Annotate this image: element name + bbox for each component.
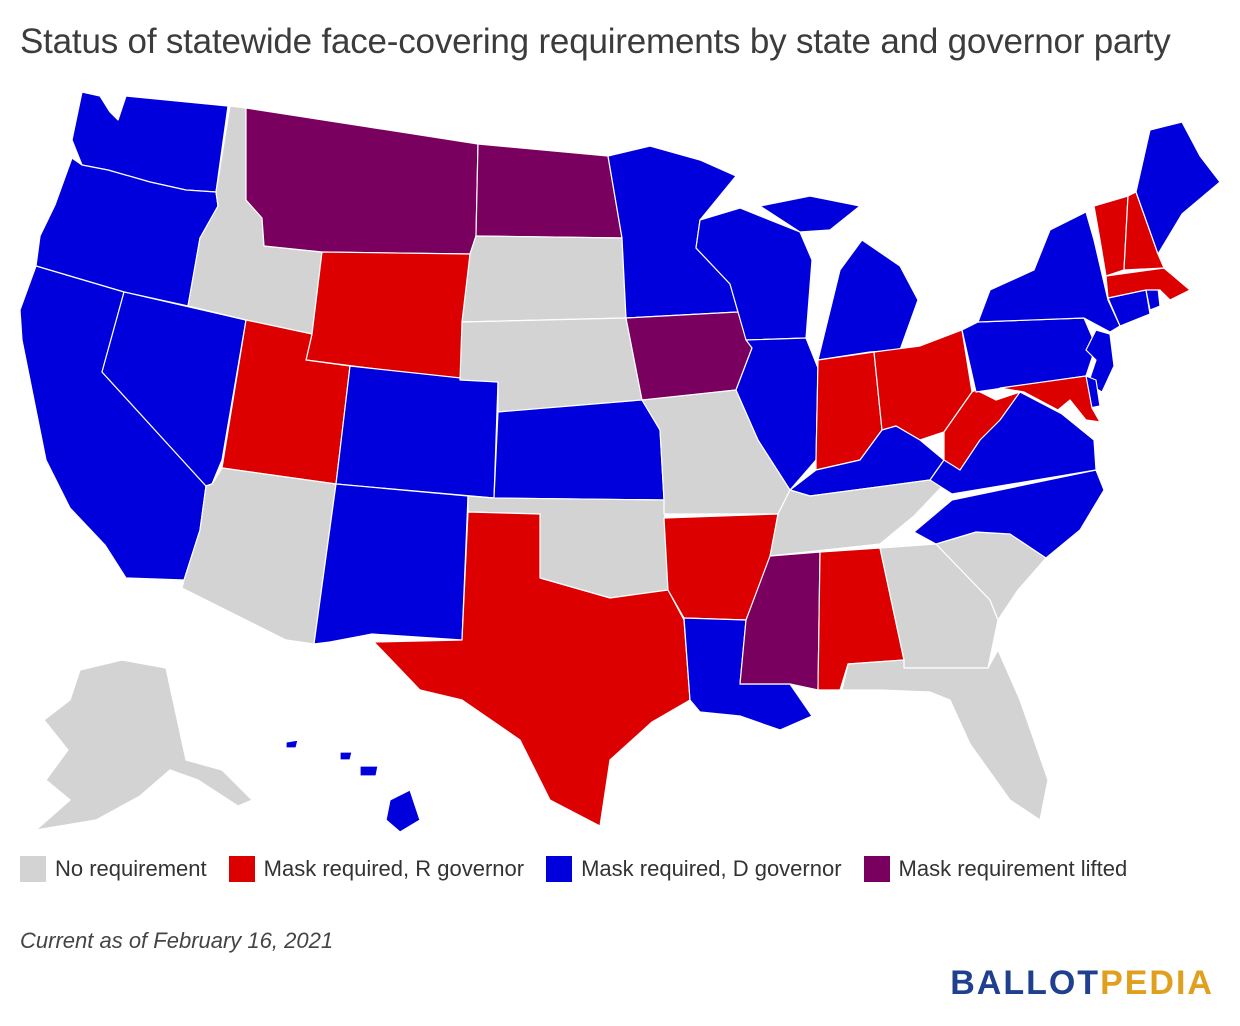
legend-item-mask-required-r: Mask required, R governor	[228, 856, 525, 882]
legend-swatch	[228, 856, 255, 882]
legend: No requirement Mask required, R governor…	[20, 856, 1149, 882]
state-new-mexico	[313, 483, 469, 645]
state-south-dakota	[461, 235, 627, 323]
state-iowa	[625, 311, 753, 401]
state-montana	[245, 107, 479, 255]
state-north-carolina	[913, 469, 1105, 559]
state-arizona	[181, 467, 337, 645]
logo-part-ballot: BALLOT	[950, 964, 1101, 1002]
us-state-map	[19, 91, 1221, 833]
state-massachusetts	[1105, 267, 1191, 301]
legend-item-requirement-lifted: Mask requirement lifted	[863, 856, 1128, 882]
legend-label: Mask required, R governor	[263, 856, 525, 881]
state-new-york	[977, 211, 1121, 333]
logo-part-pedia: PEDIA	[1100, 964, 1214, 1002]
legend-label: Mask requirement lifted	[898, 856, 1128, 881]
state-hawaii	[285, 739, 421, 833]
state-new-hampshire	[1123, 191, 1165, 271]
legend-item-mask-required-d: Mask required, D governor	[546, 856, 842, 882]
footnote-date: Current as of February 16, 2021	[20, 928, 334, 953]
state-alaska	[35, 659, 253, 831]
state-vermont	[1093, 195, 1129, 277]
state-wyoming	[305, 251, 471, 381]
state-maine	[1135, 121, 1221, 255]
state-maryland	[999, 375, 1101, 423]
legend-swatch	[20, 856, 46, 882]
state-texas	[373, 511, 691, 827]
ballotpedia-logo: BALLOTPEDIA	[950, 964, 1214, 1003]
state-colorado	[335, 365, 499, 499]
legend-swatch	[863, 856, 890, 882]
legend-label: Mask required, D governor	[581, 856, 842, 881]
state-west-virginia	[943, 389, 1021, 471]
legend-item-no-requirement: No requirement	[20, 856, 207, 882]
map-title: Status of statewide face-covering requir…	[20, 22, 1171, 61]
legend-swatch	[546, 856, 573, 882]
legend-label: No requirement	[55, 856, 207, 881]
state-north-dakota	[475, 143, 623, 239]
state-kansas	[493, 399, 665, 501]
state-florida	[841, 649, 1049, 821]
